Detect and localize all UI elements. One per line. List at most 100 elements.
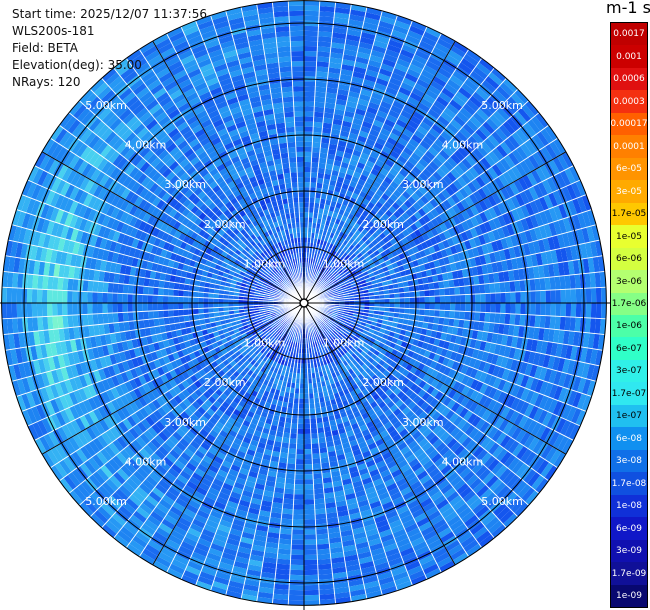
range-bin — [394, 455, 406, 465]
range-bin — [470, 216, 479, 228]
range-bin — [547, 355, 556, 370]
range-bin — [507, 96, 522, 111]
range-bin — [339, 356, 346, 363]
range-bin — [489, 478, 503, 492]
range-bin — [396, 58, 411, 69]
range-bin — [491, 163, 503, 177]
range-bin — [476, 245, 485, 256]
range-bin — [524, 140, 537, 155]
range-bin — [334, 272, 340, 278]
range-bin — [339, 411, 348, 418]
range-bin — [330, 42, 345, 50]
range-bin — [391, 433, 402, 443]
range-bin — [328, 282, 334, 287]
range-bin — [409, 231, 418, 240]
range-bin — [560, 419, 571, 436]
range-bin — [381, 96, 395, 105]
range-bin — [315, 318, 320, 324]
range-bin — [316, 335, 321, 341]
range-bin — [304, 0, 320, 7]
range-bin — [331, 323, 337, 329]
range-bin — [354, 108, 367, 117]
range-bin — [499, 82, 515, 97]
range-bin — [399, 297, 405, 303]
range-bin — [481, 185, 492, 198]
range-bin — [279, 533, 292, 540]
range-bin — [331, 244, 337, 251]
range-bin — [363, 164, 373, 173]
range-bin — [528, 436, 540, 452]
range-bin — [419, 474, 432, 485]
range-bin — [331, 195, 339, 203]
range-bin — [416, 257, 424, 266]
range-bin — [465, 294, 471, 303]
range-bin — [294, 484, 304, 490]
range-bin — [534, 315, 541, 328]
range-bin — [373, 141, 385, 151]
range-bin — [594, 349, 603, 366]
range-bin — [343, 277, 349, 283]
range-bin — [481, 351, 489, 363]
range-bin — [366, 249, 374, 256]
range-bin — [472, 147, 485, 161]
range-bin — [314, 264, 319, 271]
range-bin — [464, 454, 477, 467]
range-bin — [365, 437, 375, 446]
range-bin — [455, 463, 468, 476]
range-bin — [411, 133, 423, 144]
range-bin — [418, 74, 433, 85]
range-bin — [350, 346, 357, 353]
range-bin — [494, 176, 505, 190]
range-bin — [336, 197, 344, 205]
range-bin — [430, 388, 440, 398]
range-bin — [506, 168, 518, 182]
range-bin — [336, 267, 342, 273]
range-bin — [473, 403, 483, 416]
range-bin — [335, 284, 341, 289]
range-bin — [497, 391, 507, 404]
range-bin — [510, 291, 516, 303]
range-bin — [311, 263, 315, 269]
range-bin — [304, 600, 320, 606]
range-bin — [409, 115, 422, 126]
range-bin — [582, 378, 592, 395]
range-bin — [407, 96, 420, 107]
range-bin — [422, 135, 434, 147]
range-bin — [482, 232, 491, 244]
range-bin — [487, 458, 500, 472]
range-bin — [352, 255, 359, 262]
range-bin — [361, 258, 368, 265]
range-bin — [395, 172, 406, 182]
range-bin — [304, 30, 319, 37]
range-bin — [386, 136, 398, 146]
range-bin — [366, 106, 379, 115]
range-bin — [388, 519, 403, 529]
range-bin — [364, 299, 370, 303]
range-bin — [405, 34, 421, 46]
range-bin — [340, 273, 347, 279]
range-bin — [357, 353, 364, 360]
range-bin — [383, 176, 393, 185]
range-bin — [389, 307, 395, 313]
range-bin — [552, 235, 561, 250]
range-bin — [456, 222, 466, 234]
range-bin — [441, 188, 451, 200]
range-bin — [397, 137, 409, 147]
range-bin — [590, 303, 597, 319]
range-bin — [372, 119, 384, 128]
range-bin — [327, 292, 333, 296]
range-bin — [425, 358, 433, 368]
range-bin — [329, 255, 335, 261]
range-bin — [592, 256, 600, 273]
range-bin — [339, 250, 346, 256]
range-bin — [351, 192, 359, 200]
range-bin — [397, 282, 404, 288]
range-bin — [449, 99, 463, 112]
range-bin — [590, 287, 597, 303]
range-bin — [408, 532, 423, 543]
range-bin — [322, 122, 333, 129]
range-bin — [463, 184, 474, 196]
range-bin — [330, 238, 336, 245]
range-bin — [337, 140, 347, 148]
range-bin — [344, 280, 350, 285]
